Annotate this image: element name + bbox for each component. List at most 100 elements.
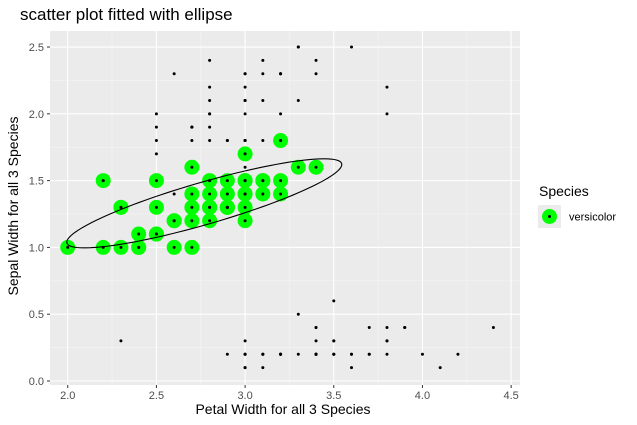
data-point (243, 139, 247, 143)
data-point (243, 366, 247, 370)
data-point (261, 98, 265, 102)
data-point (101, 179, 105, 183)
y-tick-label: 1.0 (29, 242, 44, 254)
y-tick-label: 1.5 (29, 176, 44, 188)
data-point (243, 179, 247, 183)
data-point (438, 366, 442, 370)
x-axis: 2.0 2.5 3.0 3.5 4.0 4.5 (60, 385, 519, 402)
all-species-points (66, 45, 495, 370)
x-tick-label: 4.5 (503, 390, 518, 402)
data-point (350, 45, 354, 49)
data-point (243, 352, 247, 356)
data-point (190, 165, 194, 169)
data-point (208, 219, 212, 223)
data-point (314, 352, 318, 356)
data-point (243, 165, 247, 169)
legend-title: Species (539, 183, 589, 199)
data-point (208, 85, 212, 89)
data-point (190, 245, 194, 249)
y-tick-label: 0.5 (29, 309, 44, 321)
data-point (208, 98, 212, 102)
data-point (332, 299, 336, 303)
data-point (385, 339, 389, 343)
data-point (385, 112, 389, 116)
y-tick-label: 2.0 (29, 109, 44, 121)
data-point (314, 165, 318, 169)
data-point (261, 366, 265, 370)
data-point (154, 232, 158, 236)
data-point (137, 245, 141, 249)
data-point (225, 352, 229, 356)
x-axis-title: Petal Width for all 3 Species (195, 401, 370, 417)
data-point (261, 192, 265, 196)
data-point (208, 139, 212, 143)
data-point (332, 352, 336, 356)
data-point (261, 58, 265, 62)
data-point (243, 339, 247, 343)
data-point (296, 352, 300, 356)
data-point (243, 152, 247, 156)
data-point (208, 205, 212, 209)
data-point (154, 152, 158, 156)
data-point (154, 139, 158, 143)
x-tick-label: 3.0 (237, 390, 252, 402)
legend: Species versicolor (538, 183, 616, 228)
x-tick-label: 3.5 (326, 390, 341, 402)
data-point (367, 326, 371, 330)
data-point (314, 72, 318, 76)
data-point (243, 219, 247, 223)
data-point (208, 125, 212, 129)
legend-key-point (548, 215, 551, 218)
data-point (208, 58, 212, 62)
data-point (261, 352, 265, 356)
data-point (243, 85, 247, 89)
data-point (403, 326, 407, 330)
data-point (243, 112, 247, 116)
data-point (243, 72, 247, 76)
data-point (385, 85, 389, 89)
data-point (350, 352, 354, 356)
y-tick-label: 2.5 (29, 42, 44, 54)
data-point (261, 179, 265, 183)
data-point (225, 139, 229, 143)
legend-label-versicolor: versicolor (569, 212, 616, 224)
data-point (225, 205, 229, 209)
data-point (491, 326, 495, 330)
data-point (66, 245, 70, 249)
data-point (332, 339, 336, 343)
data-point (296, 312, 300, 316)
data-point (137, 232, 141, 236)
data-point (314, 58, 318, 62)
data-point (261, 139, 265, 143)
data-point (172, 72, 176, 76)
data-point (314, 339, 318, 343)
data-point (154, 179, 158, 183)
chart-title: scatter plot fitted with ellipse (20, 5, 233, 24)
data-point (119, 245, 123, 249)
major-gridlines (50, 31, 520, 385)
data-point (225, 179, 229, 183)
data-point (172, 219, 176, 223)
data-point (243, 98, 247, 102)
data-point (385, 326, 389, 330)
data-point (190, 219, 194, 223)
data-point (296, 165, 300, 169)
data-point (385, 352, 389, 356)
plot-panel (50, 31, 520, 385)
data-point (279, 139, 283, 143)
data-point (119, 205, 123, 209)
data-point (208, 112, 212, 116)
data-point (296, 98, 300, 102)
data-point (154, 125, 158, 129)
fitted-ellipse (66, 158, 343, 249)
y-axis-title: Sepal Width for all 3 Species (5, 117, 21, 296)
data-point (225, 192, 229, 196)
data-point (154, 112, 158, 116)
data-point (350, 366, 354, 370)
data-point (190, 205, 194, 209)
data-point (296, 45, 300, 49)
data-point (279, 192, 283, 196)
data-point (279, 112, 283, 116)
data-point (279, 72, 283, 76)
